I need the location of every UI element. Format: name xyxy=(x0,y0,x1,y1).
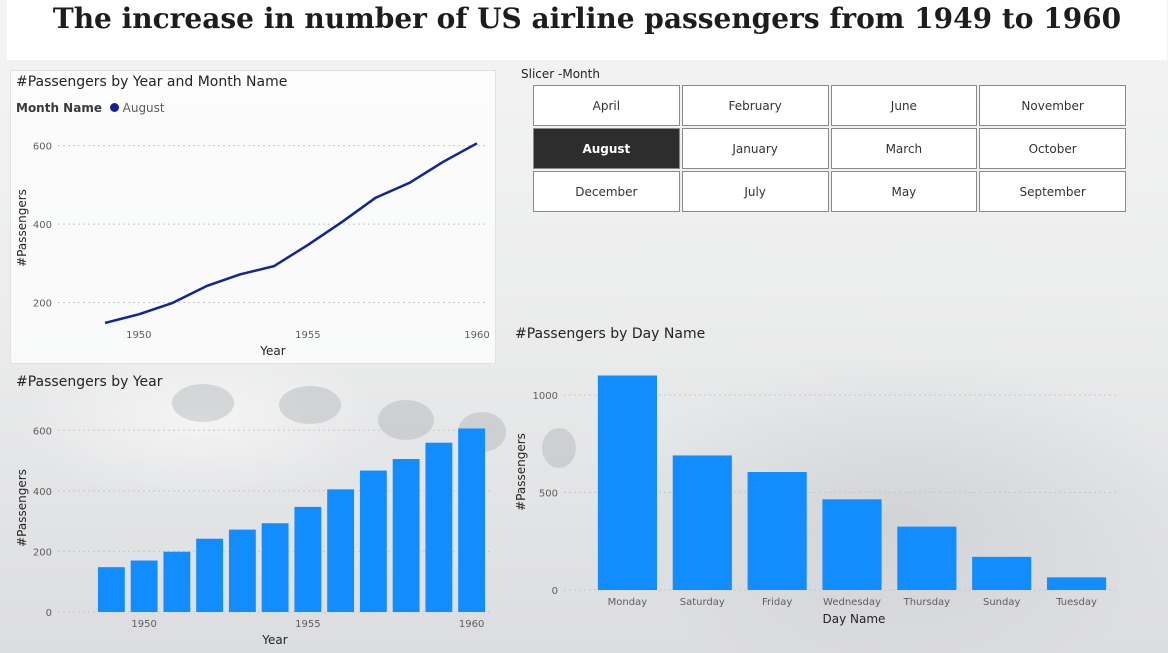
x-tick-label: 1960 xyxy=(459,619,484,630)
bar-year-1957[interactable] xyxy=(359,470,387,612)
x-tick-label: 1955 xyxy=(295,330,320,341)
x-tick-label: 1955 xyxy=(295,619,320,630)
bar-year-1952[interactable] xyxy=(196,538,224,612)
bar-day-friday[interactable] xyxy=(747,472,807,590)
y-tick-label: 500 xyxy=(539,489,558,500)
slicer-option[interactable]: November xyxy=(979,85,1126,126)
bar-day-monday[interactable] xyxy=(597,375,657,591)
page-title: The increase in number of US airline pas… xyxy=(52,2,1122,35)
slicer-option[interactable]: December xyxy=(533,171,680,212)
x-tick-label: Thursday xyxy=(903,597,951,608)
line-chart-title: #Passengers by Year and Month Name xyxy=(16,74,288,90)
bar-day-x-axis-title: Day Name xyxy=(823,612,886,626)
y-tick-label: 1000 xyxy=(533,391,558,402)
bar-day-chart-title: #Passengers by Day Name xyxy=(515,326,706,342)
slicer-label: Slicer -Month xyxy=(521,67,600,81)
bar-year-1955[interactable] xyxy=(294,506,322,612)
y-tick-label: 600 xyxy=(33,426,52,437)
bar-year-1954[interactable] xyxy=(261,523,289,612)
line-series-august[interactable] xyxy=(104,142,478,325)
bar-year-x-axis-title: Year xyxy=(261,633,287,647)
bar-day-wednesday[interactable] xyxy=(822,499,882,590)
month-slicer: April February June November August Janu… xyxy=(533,85,1126,212)
bar-day-y-axis-title: #Passengers xyxy=(514,433,528,511)
x-tick-label: 1960 xyxy=(464,330,489,341)
y-tick-label: 0 xyxy=(552,586,558,597)
x-tick-label: Saturday xyxy=(680,597,725,608)
line-chart-legend: Month Name August xyxy=(16,101,165,115)
y-tick-label: 400 xyxy=(33,220,52,231)
slicer-option[interactable]: April xyxy=(533,85,680,126)
bar-year-1951[interactable] xyxy=(163,551,191,612)
bar-day-thursday[interactable] xyxy=(897,526,957,590)
line-x-axis-title: Year xyxy=(259,344,285,358)
slicer-option[interactable]: February xyxy=(681,85,829,126)
bar-year-y-axis-title: #Passengers xyxy=(15,469,29,547)
slicer-option[interactable]: March xyxy=(830,128,978,169)
window-shape xyxy=(542,428,576,468)
bar-year-1960[interactable] xyxy=(458,428,486,612)
bar-year-1949[interactable] xyxy=(97,567,125,612)
slicer-option[interactable]: August xyxy=(533,128,680,169)
line-chart: 200 400 600 1950 1955 1960 #Passengers Year xyxy=(15,142,490,358)
slicer-option[interactable]: October xyxy=(979,128,1126,169)
line-chart-panel xyxy=(10,70,496,364)
slicer-option[interactable]: September xyxy=(979,171,1126,212)
window-shape xyxy=(279,386,341,424)
bar-year-chart-title: #Passengers by Year xyxy=(16,374,163,390)
bar-year-1953[interactable] xyxy=(228,529,256,612)
x-tick-label: Monday xyxy=(608,597,648,608)
bar-year-1959[interactable] xyxy=(425,442,453,612)
x-tick-label: Tuesday xyxy=(1055,597,1097,608)
x-tick-label: Wednesday xyxy=(823,597,881,608)
bar-day-saturday[interactable] xyxy=(672,455,732,590)
y-tick-label: 0 xyxy=(46,608,52,619)
title-bar: The increase in number of US airline pas… xyxy=(7,0,1167,60)
slicer-option[interactable]: May xyxy=(830,171,978,212)
y-tick-label: 200 xyxy=(33,299,52,310)
bar-day-chart: 0 500 1000 Monday Saturday Friday Wednesday Th… xyxy=(514,375,1118,626)
window-shape xyxy=(172,384,234,422)
x-tick-label: Friday xyxy=(762,597,792,608)
slicer-option[interactable]: July xyxy=(681,171,829,212)
bar-year-1958[interactable] xyxy=(392,459,420,612)
bar-year-chart: 0 200 400 600 1950 1955 1960 #Passengers Year xyxy=(15,426,490,647)
x-tick-label: 1950 xyxy=(131,619,156,630)
x-tick-label: Sunday xyxy=(983,597,1020,608)
x-tick-label: 1950 xyxy=(126,330,151,341)
window-shape xyxy=(378,400,434,440)
y-tick-label: 200 xyxy=(33,547,52,558)
line-y-axis-title: #Passengers xyxy=(15,189,29,267)
slicer-option[interactable]: June xyxy=(830,85,978,126)
y-tick-label: 600 xyxy=(33,142,52,153)
legend-dot-icon xyxy=(109,103,119,112)
bar-year-1956[interactable] xyxy=(327,489,355,612)
slicer-option[interactable]: January xyxy=(681,128,829,169)
legend-item-label[interactable]: August xyxy=(122,101,165,115)
y-tick-label: 400 xyxy=(33,487,52,498)
bar-day-tuesday[interactable] xyxy=(1047,577,1107,590)
bar-day-sunday[interactable] xyxy=(972,556,1032,590)
bar-year-1950[interactable] xyxy=(130,560,158,612)
legend-title: Month Name xyxy=(16,101,102,115)
